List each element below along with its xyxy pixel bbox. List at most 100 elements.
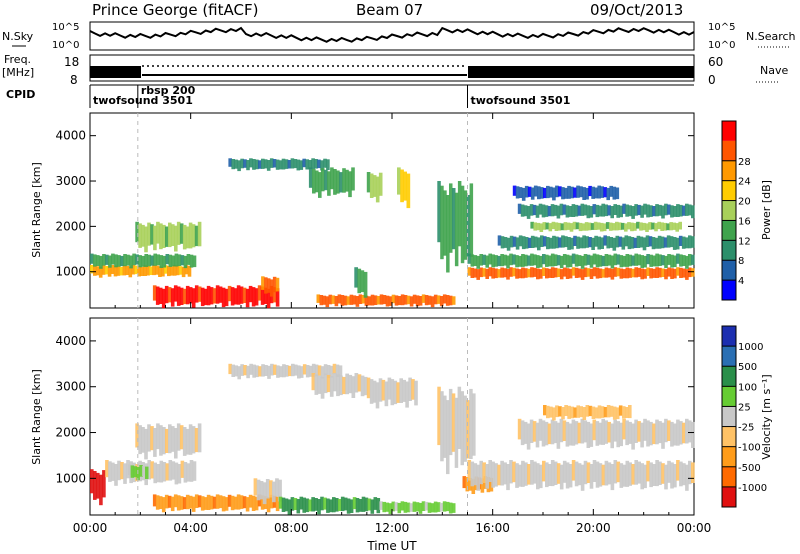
data-cell [637, 254, 641, 266]
data-cell [194, 225, 199, 247]
data-cell [415, 295, 420, 307]
data-cell [430, 503, 435, 513]
data-cell [612, 406, 617, 420]
data-cell [242, 496, 247, 509]
data-cell [110, 264, 115, 274]
data-cell [571, 460, 576, 481]
data-cell [645, 235, 650, 247]
data-cell [619, 268, 624, 279]
y-tick-label: 1000 [55, 265, 86, 279]
data-cell [224, 497, 229, 511]
data-cell [127, 464, 132, 475]
data-cell [657, 235, 662, 249]
data-cell [314, 159, 318, 169]
data-cell [562, 267, 567, 277]
data-cell [631, 464, 635, 485]
colorbar-tick-label: 4 [738, 276, 744, 287]
data-cell [397, 296, 402, 306]
data-cell [267, 365, 271, 379]
data-cell [651, 222, 655, 230]
data-cell [329, 365, 334, 378]
data-cell [685, 203, 689, 216]
data-cell [320, 160, 324, 171]
data-cell [678, 235, 683, 246]
data-cell [366, 172, 371, 193]
data-cell [90, 469, 94, 494]
data-cell [402, 379, 406, 402]
data-cell [293, 498, 298, 510]
data-cell [275, 159, 280, 170]
colorbar-tick-label: 1000 [738, 342, 763, 353]
data-cell [571, 267, 576, 276]
colorbar-cell [722, 280, 736, 300]
data-cell [530, 253, 534, 266]
data-cell [177, 464, 182, 484]
data-cell [589, 268, 594, 279]
velocity-colorbar-label: Velocity [m s⁻¹] [760, 374, 773, 459]
data-cell [578, 222, 583, 232]
data-cell [257, 494, 262, 507]
data-cell [555, 405, 559, 418]
data-cell [682, 422, 686, 444]
data-cell [373, 497, 378, 510]
data-cell [631, 423, 635, 450]
data-cell [406, 173, 411, 209]
data-cell [469, 388, 473, 459]
data-cell [147, 222, 151, 246]
data-cell [155, 286, 160, 305]
data-cell [500, 267, 504, 278]
data-cell [640, 463, 644, 490]
data-cell [592, 204, 597, 215]
data-cell [343, 497, 348, 511]
data-cell [257, 285, 262, 301]
data-cell [125, 265, 130, 275]
data-cell [174, 253, 179, 267]
data-cell [591, 237, 595, 250]
data-cell [517, 418, 522, 440]
data-cell [655, 419, 659, 445]
data-cell [329, 499, 333, 513]
data-cell [129, 255, 133, 269]
data-cell [152, 494, 157, 507]
data-cell [185, 226, 190, 249]
data-cell [231, 159, 235, 170]
data-cell [385, 502, 390, 512]
data-cell [314, 498, 318, 511]
data-cell [342, 168, 346, 193]
data-cell [654, 223, 658, 232]
data-cell [185, 285, 190, 305]
data-cell [586, 421, 591, 448]
data-cell [585, 405, 590, 417]
data-cell [503, 254, 507, 266]
data-cell [646, 254, 650, 265]
data-cell [326, 374, 331, 393]
data-cell [261, 276, 265, 290]
data-cell [270, 363, 274, 376]
data-cell [676, 460, 680, 481]
data-cell [588, 237, 592, 248]
data-cell [171, 255, 176, 267]
data-cell [577, 422, 582, 444]
data-cell [592, 460, 597, 482]
data-cell [512, 267, 516, 277]
data-cell [518, 255, 522, 267]
data-cell [335, 498, 339, 512]
data-cell [120, 462, 124, 480]
data-cell [333, 169, 337, 195]
data-cell [480, 478, 485, 493]
data-cell [281, 158, 286, 170]
data-cell [147, 460, 151, 480]
data-cell [672, 237, 677, 250]
data-cell [336, 374, 340, 397]
data-cell [233, 496, 238, 510]
data-cell [681, 236, 686, 249]
data-cell [322, 295, 327, 305]
data-cell [281, 497, 286, 512]
data-cell [296, 159, 301, 171]
data-cell [667, 460, 671, 483]
data-cell [512, 461, 516, 483]
data-cell [155, 265, 159, 275]
colorbar-cell [722, 200, 736, 221]
data-cell [666, 235, 671, 248]
data-cell [552, 407, 556, 421]
